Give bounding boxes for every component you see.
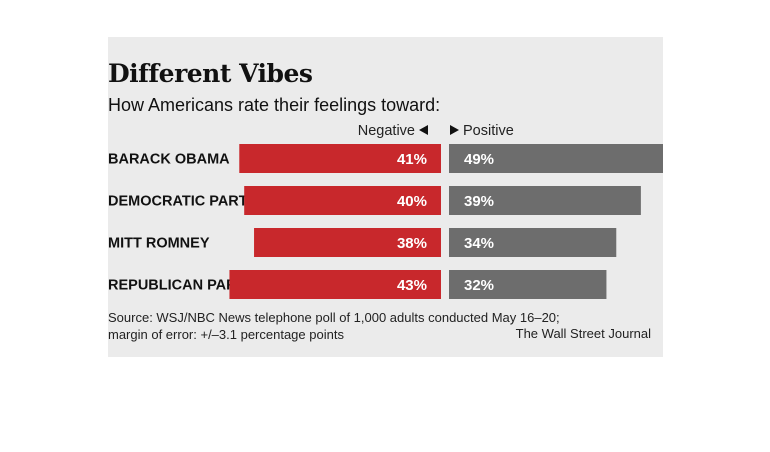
positive-bar: [449, 270, 607, 299]
arrow-left-icon: [419, 125, 428, 136]
positive-bar: [449, 228, 617, 257]
negative-value-label: 40%: [397, 193, 427, 210]
negative-bar: [254, 228, 441, 257]
positive-value-label: 32%: [464, 277, 494, 294]
positive-bar: [449, 144, 663, 173]
source-line-2: margin of error: +/–3.1 percentage point…: [108, 327, 344, 342]
negative-bar: [239, 144, 441, 173]
negative-bar: [229, 270, 441, 299]
category-label: DEMOCRATIC PARTY: [108, 194, 258, 210]
positive-bar: [449, 186, 641, 215]
negative-value-label: 41%: [397, 151, 427, 168]
chart-subtitle: How Americans rate their feelings toward…: [108, 95, 441, 115]
legend-positive: Positive: [450, 123, 514, 139]
arrow-right-icon: [450, 125, 459, 136]
category-label: BARACK OBAMA: [108, 152, 230, 168]
positive-value-label: 49%: [464, 151, 494, 168]
chart-card: Different Vibes How Americans rate their…: [108, 37, 663, 357]
negative-value-label: 43%: [397, 277, 427, 294]
diverging-bar-chart: BARACK OBAMA 41% 49% DEMOCRATIC PARTY 40% 39%…: [108, 144, 663, 299]
legend-positive-label: Positive: [463, 123, 514, 139]
category-label: MITT ROMNEY: [108, 236, 210, 252]
positive-value-label: 39%: [464, 193, 494, 210]
negative-value-label: 38%: [397, 235, 427, 252]
source-note: Source: WSJ/NBC News telephone poll of 1…: [108, 309, 560, 343]
legend-negative: Negative: [358, 123, 428, 139]
credit: The Wall Street Journal: [515, 326, 651, 341]
chart-title: Different Vibes: [108, 59, 313, 88]
positive-value-label: 34%: [464, 235, 494, 252]
legend-negative-label: Negative: [357, 123, 415, 139]
source-line-1: Source: WSJ/NBC News telephone poll of 1…: [108, 310, 560, 325]
negative-bar: [244, 186, 441, 215]
category-label: REPUBLICAN PARTY: [108, 278, 255, 294]
